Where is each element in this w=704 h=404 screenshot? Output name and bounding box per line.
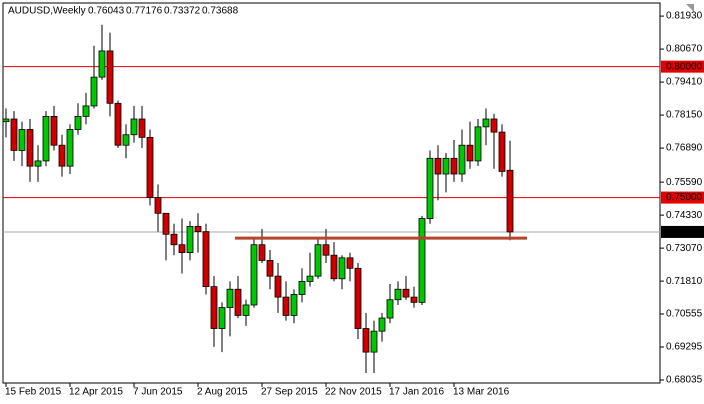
candle-body xyxy=(298,280,306,295)
candle-body xyxy=(2,118,10,123)
candle-body xyxy=(266,260,274,277)
candle-body xyxy=(402,288,410,298)
candle-body xyxy=(162,212,170,235)
x-tick-label: 7 Jun 2015 xyxy=(133,387,183,398)
y-tick-label: 0.80670 xyxy=(666,44,703,55)
ohlc-open: 0.76043 xyxy=(88,6,125,17)
candle-body xyxy=(194,225,202,233)
candle-body xyxy=(218,307,226,329)
candle-body xyxy=(426,157,434,219)
candle-body xyxy=(386,299,394,319)
candle-body xyxy=(338,257,346,280)
candle-body xyxy=(34,160,42,167)
candle-body xyxy=(26,129,34,167)
plot-frame xyxy=(2,2,661,384)
candle-body xyxy=(466,144,474,162)
candle-body xyxy=(458,144,466,175)
candle-body xyxy=(434,157,442,175)
level-label: 0.80000 xyxy=(666,61,703,72)
x-tick-label: 22 Nov 2015 xyxy=(325,387,382,398)
y-tick-label: 0.73070 xyxy=(666,243,703,254)
candle-body xyxy=(482,118,490,128)
candle-body xyxy=(258,244,266,261)
x-tick-label: 15 Feb 2015 xyxy=(5,387,62,398)
y-tick-label: 0.69295 xyxy=(666,342,703,353)
y-tick-label: 0.76890 xyxy=(666,143,703,154)
ohlc-close: 0.73688 xyxy=(202,6,239,17)
scroll-icon[interactable] xyxy=(686,4,694,12)
candle-body xyxy=(290,294,298,316)
candle-body xyxy=(146,136,154,198)
candle-body xyxy=(362,328,370,353)
ohlc-low: 0.73372 xyxy=(164,6,201,17)
candle-body xyxy=(66,129,74,167)
candle-body xyxy=(154,197,162,214)
candle-body xyxy=(306,275,314,282)
candle-body xyxy=(450,157,458,175)
candle-body xyxy=(122,134,130,146)
current-price-box xyxy=(661,225,704,238)
candle-body xyxy=(474,126,482,162)
y-tick-label: 0.81930 xyxy=(666,11,703,22)
candle-body xyxy=(498,131,506,172)
candle-body xyxy=(138,118,146,138)
candle-body xyxy=(74,115,82,130)
candle-body xyxy=(314,244,322,277)
x-tick-label: 13 Mar 2016 xyxy=(453,387,510,398)
candle-body xyxy=(490,118,498,133)
level-label-box xyxy=(661,191,704,204)
y-tick-label: 0.70555 xyxy=(666,309,703,320)
candle-body xyxy=(442,157,450,175)
x-tick-label: 27 Sep 2015 xyxy=(261,387,318,398)
ohlc-high: 0.77176 xyxy=(126,6,163,17)
candle-body xyxy=(346,257,354,269)
candle-body xyxy=(18,129,26,151)
candle-body xyxy=(58,144,66,167)
y-tick-label: 0.68035 xyxy=(666,375,703,386)
candle-body xyxy=(282,296,290,316)
y-tick-label: 0.74330 xyxy=(666,210,703,221)
candle-body xyxy=(130,118,138,136)
level-label-box xyxy=(661,60,704,73)
candle-body xyxy=(242,304,250,316)
candle-body xyxy=(274,275,282,298)
candle-body xyxy=(354,267,362,329)
candle-body xyxy=(418,218,426,303)
x-tick-label: 12 Apr 2015 xyxy=(69,387,123,398)
candle-body xyxy=(186,225,194,253)
candle-body xyxy=(394,288,402,301)
candle-body xyxy=(170,233,178,246)
candle-body xyxy=(410,296,418,303)
y-tick-label: 0.78150 xyxy=(666,110,703,121)
candle-body xyxy=(114,102,122,146)
level-label: 0.75000 xyxy=(666,192,703,203)
candle-body xyxy=(50,115,58,146)
candle-body xyxy=(42,115,50,162)
y-tick-label: 0.79410 xyxy=(666,77,703,88)
x-tick-label: 2 Aug 2015 xyxy=(197,387,248,398)
candle-body xyxy=(90,76,98,107)
candle-body xyxy=(106,50,114,104)
candle-body xyxy=(10,118,18,151)
candle-body xyxy=(98,50,106,78)
candle-body xyxy=(210,286,218,329)
x-tick-label: 17 Jan 2016 xyxy=(389,387,444,398)
candle-body xyxy=(322,244,330,256)
current-price-label: 0.73688 xyxy=(666,227,703,238)
y-tick-label: 0.71810 xyxy=(666,276,703,287)
candle-body xyxy=(178,244,186,253)
candle-body xyxy=(330,254,338,280)
candle-body xyxy=(226,288,234,308)
candle-body xyxy=(250,244,258,306)
chart-title: AUDUSD,Weekly xyxy=(8,6,86,17)
candle-body xyxy=(370,330,378,353)
candle-body xyxy=(506,169,514,233)
candle-body xyxy=(378,317,386,332)
y-tick-label: 0.75590 xyxy=(666,177,703,188)
candle-body xyxy=(234,288,242,316)
candle-body xyxy=(202,231,210,288)
candle-body xyxy=(82,105,90,117)
